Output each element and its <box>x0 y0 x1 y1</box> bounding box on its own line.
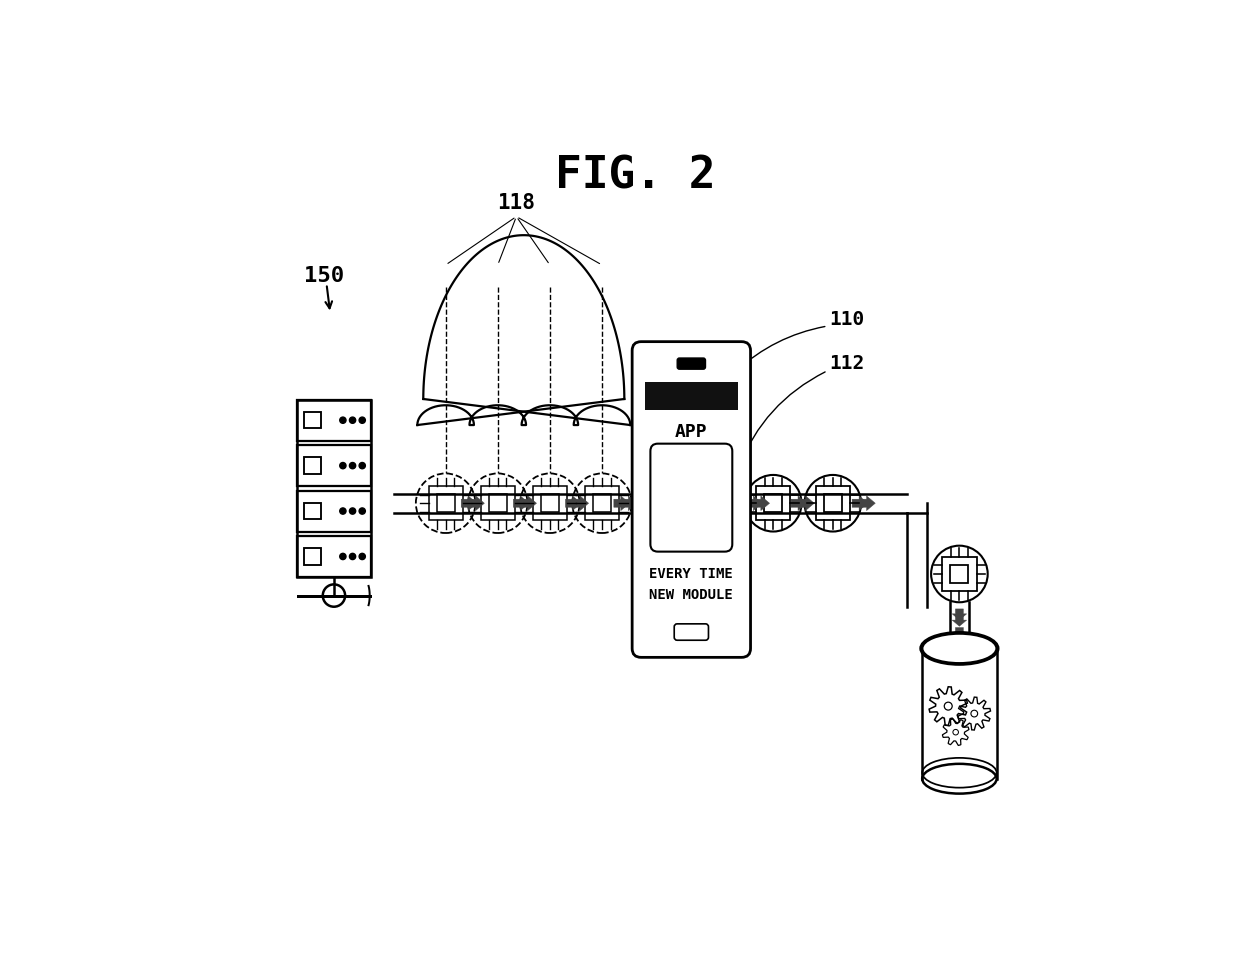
Text: 118: 118 <box>497 192 536 213</box>
Polygon shape <box>799 496 815 511</box>
Text: NEW MODULE: NEW MODULE <box>650 588 733 601</box>
Circle shape <box>360 417 366 424</box>
Circle shape <box>350 508 356 514</box>
Polygon shape <box>952 609 967 620</box>
Ellipse shape <box>923 633 997 663</box>
FancyBboxPatch shape <box>675 624 708 640</box>
Polygon shape <box>565 496 582 511</box>
Bar <box>304 548 320 565</box>
Circle shape <box>350 553 356 560</box>
Polygon shape <box>754 496 770 511</box>
Text: EVERY TIME: EVERY TIME <box>650 567 733 581</box>
Polygon shape <box>791 496 807 511</box>
Bar <box>296 399 371 577</box>
Text: APP: APP <box>675 424 708 442</box>
Polygon shape <box>852 496 868 511</box>
Polygon shape <box>614 496 630 511</box>
Bar <box>304 412 320 428</box>
Bar <box>296 445 371 486</box>
Polygon shape <box>621 496 637 511</box>
Circle shape <box>360 553 366 560</box>
Circle shape <box>350 417 356 424</box>
Text: 150: 150 <box>304 266 345 286</box>
Bar <box>304 457 320 474</box>
Circle shape <box>360 462 366 469</box>
Circle shape <box>340 417 346 424</box>
Bar <box>296 536 371 577</box>
Polygon shape <box>952 615 967 627</box>
Polygon shape <box>461 496 477 511</box>
Circle shape <box>340 462 346 469</box>
Polygon shape <box>952 628 967 638</box>
Text: 110: 110 <box>830 309 864 329</box>
Circle shape <box>350 462 356 469</box>
Polygon shape <box>746 496 763 511</box>
Bar <box>645 382 738 410</box>
Polygon shape <box>521 496 537 511</box>
Circle shape <box>360 508 366 514</box>
FancyBboxPatch shape <box>677 358 706 369</box>
Polygon shape <box>513 496 529 511</box>
Circle shape <box>340 508 346 514</box>
Bar <box>296 490 371 532</box>
Polygon shape <box>859 496 875 511</box>
Text: 112: 112 <box>830 354 864 373</box>
Bar <box>304 503 320 519</box>
Polygon shape <box>469 496 485 511</box>
Polygon shape <box>952 633 967 645</box>
Polygon shape <box>573 496 589 511</box>
Circle shape <box>340 553 346 560</box>
Text: FIG. 2: FIG. 2 <box>556 154 715 197</box>
FancyBboxPatch shape <box>632 341 750 658</box>
Bar <box>296 399 371 441</box>
FancyBboxPatch shape <box>651 444 733 551</box>
